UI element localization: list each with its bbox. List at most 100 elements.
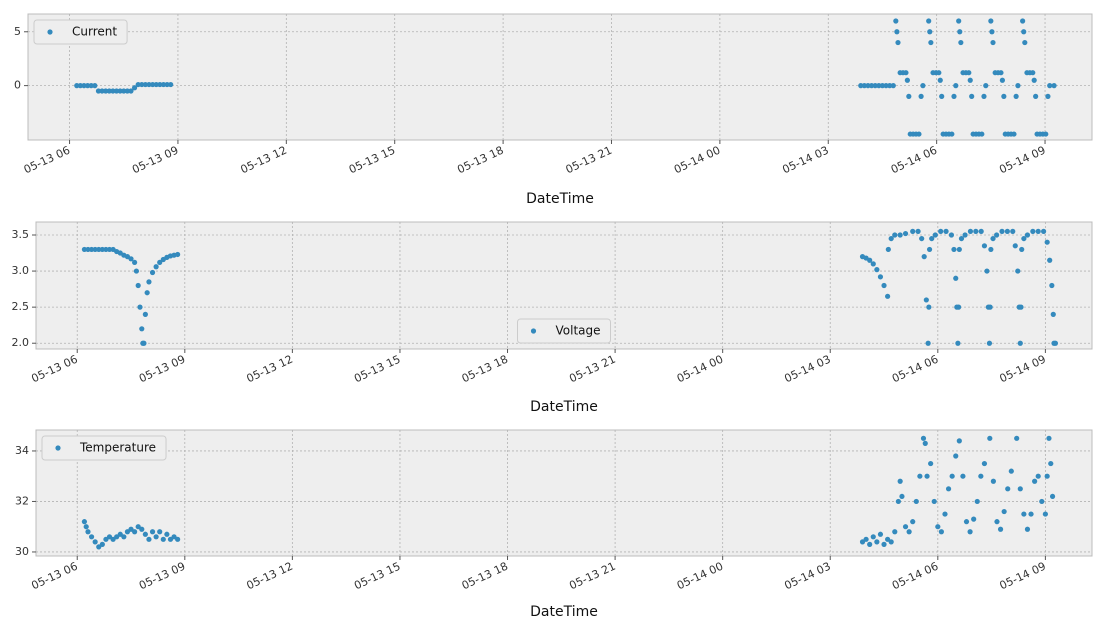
legend: Current xyxy=(33,19,128,45)
data-point xyxy=(121,534,127,540)
data-point xyxy=(913,498,919,505)
data-point xyxy=(1035,228,1041,234)
data-point xyxy=(1040,228,1047,234)
x-tick-label: 05-13 09 xyxy=(137,560,187,593)
data-point xyxy=(990,478,996,484)
data-point xyxy=(1031,77,1037,83)
data-point xyxy=(967,529,973,535)
data-point xyxy=(958,39,964,46)
data-point xyxy=(132,259,138,266)
legend-label: Voltage xyxy=(555,324,600,338)
data-point xyxy=(149,529,156,535)
data-point xyxy=(869,83,875,89)
data-point xyxy=(1001,93,1007,99)
x-tick-label: 05-13 12 xyxy=(239,144,289,177)
data-point xyxy=(77,83,83,89)
data-point xyxy=(131,85,138,91)
x-tick-label: 05-13 15 xyxy=(347,144,397,177)
data-point xyxy=(1030,228,1036,234)
legend-box xyxy=(33,19,128,45)
data-point xyxy=(974,498,980,505)
y-tick-label: 3.5 xyxy=(12,228,30,241)
data-point xyxy=(949,473,955,479)
data-point xyxy=(1022,39,1028,46)
data-point xyxy=(936,70,942,76)
data-point xyxy=(1035,473,1041,479)
data-point xyxy=(874,267,880,273)
x-tick-label: 05-13 12 xyxy=(245,353,295,386)
legend-marker xyxy=(530,328,537,334)
data-point xyxy=(897,232,903,238)
legend-box xyxy=(41,435,167,461)
data-point xyxy=(103,88,109,94)
data-point xyxy=(999,77,1006,83)
data-point xyxy=(1051,83,1057,89)
data-point xyxy=(1017,340,1023,346)
data-point xyxy=(966,70,972,76)
data-point xyxy=(1013,93,1019,99)
data-point xyxy=(942,511,948,517)
data-point xyxy=(953,453,959,459)
data-point xyxy=(1004,228,1010,234)
data-point xyxy=(879,83,886,89)
data-point xyxy=(124,88,130,94)
data-point xyxy=(157,81,163,88)
data-point xyxy=(92,83,98,89)
data-point xyxy=(1052,340,1059,346)
data-point xyxy=(1024,232,1031,238)
y-tick-label: 2.5 xyxy=(12,300,30,313)
legend: Voltage xyxy=(516,318,612,344)
data-point xyxy=(902,230,909,237)
x-tick-label: 05-13 15 xyxy=(352,353,402,386)
data-point xyxy=(88,246,95,253)
y-tick-label: 0 xyxy=(14,79,21,92)
data-point xyxy=(904,77,910,83)
legend-marker xyxy=(47,29,53,35)
data-point xyxy=(981,93,987,99)
legend-label: Current xyxy=(72,25,117,39)
x-tick-label: 05-14 03 xyxy=(782,353,832,386)
y-tick-label: 32 xyxy=(15,494,29,507)
data-point xyxy=(1044,239,1050,245)
data-point xyxy=(1001,508,1007,515)
data-point xyxy=(956,246,962,253)
data-point xyxy=(988,18,994,24)
data-point xyxy=(861,83,867,89)
x-tick-label: 05-13 09 xyxy=(137,353,187,386)
data-point xyxy=(175,536,181,542)
data-point xyxy=(1018,304,1024,310)
data-point xyxy=(1049,282,1055,289)
data-point xyxy=(951,93,957,99)
data-point xyxy=(881,282,887,289)
data-point xyxy=(953,275,959,281)
data-point xyxy=(885,246,891,253)
data-point xyxy=(113,88,120,94)
data-point xyxy=(922,440,928,446)
data-point xyxy=(984,268,990,274)
data-point xyxy=(1050,311,1056,317)
x-tick-label: 05-13 21 xyxy=(567,560,617,593)
data-point xyxy=(987,435,993,441)
y-tick-label: 5 xyxy=(14,25,21,38)
data-point xyxy=(892,232,898,238)
data-point xyxy=(938,228,944,234)
x-tick-label: 05-14 09 xyxy=(997,144,1047,177)
data-point xyxy=(157,529,163,535)
x-tick-label: 05-14 06 xyxy=(889,144,939,177)
data-point xyxy=(1015,83,1021,89)
data-point xyxy=(1049,493,1056,500)
data-point xyxy=(121,88,127,94)
data-point xyxy=(106,246,113,253)
x-tick-label: 05-13 06 xyxy=(22,144,72,177)
data-point xyxy=(890,83,896,89)
data-point xyxy=(872,83,878,89)
data-point xyxy=(963,519,970,525)
data-point xyxy=(96,246,102,253)
data-point xyxy=(1028,511,1034,517)
data-point xyxy=(999,228,1005,234)
data-point xyxy=(1024,526,1031,532)
data-point xyxy=(1012,243,1018,249)
data-point xyxy=(951,246,957,253)
data-point xyxy=(926,18,932,24)
